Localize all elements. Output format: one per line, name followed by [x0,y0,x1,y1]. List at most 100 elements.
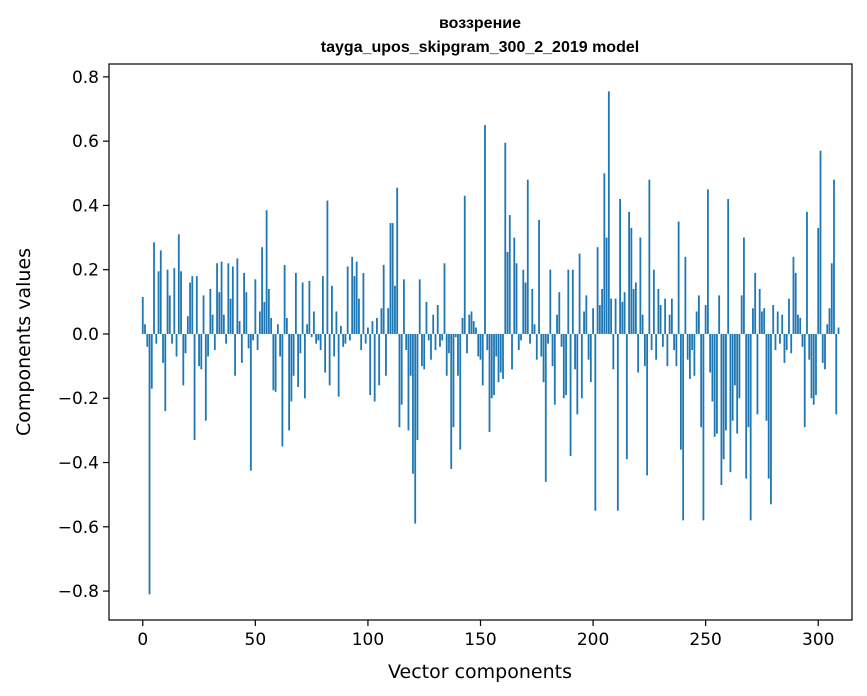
bar-113 [396,187,399,334]
bar-206 [605,237,608,334]
bar-156 [493,333,495,396]
bar-22 [191,276,194,334]
bar-275 [761,311,763,334]
bar-37 [225,333,227,344]
bar-207 [607,91,610,334]
bar-154 [488,333,491,432]
bar-193 [576,333,579,415]
bar-56 [267,288,270,334]
bar-7 [157,271,160,334]
bar-212 [619,198,621,334]
bar-274 [758,288,761,334]
bar-60 [276,324,279,334]
bar-15 [175,333,178,357]
bar-126 [425,301,428,334]
bar-208 [610,298,612,334]
bar-58 [272,333,275,391]
bar-129 [432,314,435,334]
bar-182 [551,333,554,367]
y-tick-label: 0.2 [72,261,99,281]
bar-17 [180,271,182,334]
bar-10 [164,333,167,412]
bar-89 [342,333,345,347]
bar-29 [207,333,209,357]
bar-3 [148,333,151,595]
bar-77 [315,333,318,344]
bar-160 [502,333,504,379]
bar-244 [691,333,694,351]
bar-184 [556,314,558,334]
bar-269 [747,333,750,428]
bar-256 [718,295,721,334]
bar-282 [776,311,779,334]
bar-76 [312,311,315,334]
bar-279 [770,333,772,505]
bar-52 [258,311,261,334]
bar-293 [801,333,804,347]
bar-78 [317,333,320,341]
bar-131 [436,305,439,334]
x-tick-label: 250 [689,630,721,650]
bar-309 [837,327,840,334]
bar-82 [326,200,329,334]
bar-138 [452,333,455,428]
bar-97 [360,333,363,351]
bar-157 [495,333,498,357]
bar-20 [186,316,189,334]
bar-0 [141,297,144,334]
bar-217 [630,227,633,334]
bar-35 [220,261,223,334]
bar-91 [346,266,349,334]
bar-301 [819,150,822,334]
bar-158 [497,333,500,383]
bar-174 [533,324,536,334]
bar-53 [261,247,263,334]
bar-302 [821,333,824,363]
bar-124 [421,333,423,367]
bar-255 [716,333,718,434]
bar-51 [256,333,259,351]
bar-213 [621,301,624,334]
bar-289 [792,256,795,334]
bar-106 [380,308,383,334]
bar-173 [531,288,534,334]
bar-176 [538,219,540,334]
bar-236 [673,333,676,351]
bar-305 [828,308,831,334]
bar-116 [403,279,405,334]
bar-272 [754,272,757,334]
bar-127 [427,333,430,341]
bar-14 [173,268,176,334]
bar-240 [682,333,685,521]
bar-136 [448,333,450,354]
bar-195 [580,333,583,399]
bar-94 [353,276,356,334]
bar-231 [661,333,664,347]
bar-181 [549,269,552,334]
bar-216 [628,211,630,334]
bar-39 [229,298,232,334]
bar-23 [193,333,196,441]
bar-1 [144,324,146,334]
bar-69 [297,333,300,387]
bar-261 [729,333,732,473]
y-axis-label: Components values [13,248,35,436]
bar-45 [243,272,245,334]
bar-134 [443,263,446,334]
bar-38 [227,263,230,334]
bar-119 [409,333,412,376]
bar-141 [459,333,462,450]
bar-284 [781,314,784,334]
bar-199 [589,333,592,383]
bar-194 [578,253,581,334]
bar-286 [785,333,788,351]
bar-40 [231,266,234,334]
bar-188 [565,333,567,396]
bar-122 [416,333,419,441]
bar-84 [331,285,333,334]
bar-296 [808,333,811,360]
x-axis-label: Vector components [388,661,572,683]
bar-294 [803,333,806,428]
bar-201 [594,333,597,511]
